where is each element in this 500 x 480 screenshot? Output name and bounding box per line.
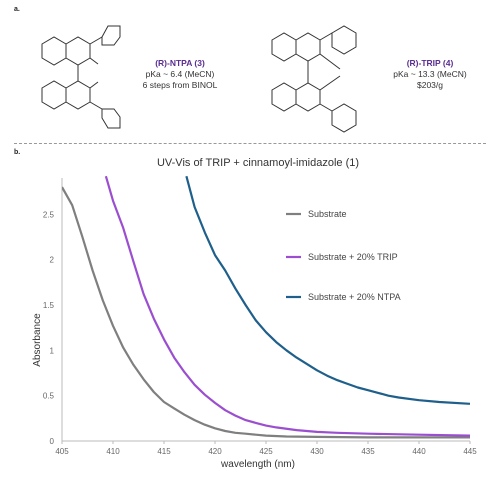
trip-name: (R)-TRIP (4) (406, 58, 454, 68)
chart-title: UV-Vis of TRIP + cinnamoyl-imidazole (1) (157, 157, 359, 169)
x-tick-label: 440 (412, 447, 426, 456)
x-tick-label: 405 (55, 447, 69, 456)
legend: Substrate Substrate + 20% TRIP Substrate +… (286, 209, 401, 302)
x-tick-label: 435 (361, 447, 375, 456)
series-line-3 (185, 175, 470, 405)
trip-pka: pKa ~ 13.3 (MeCN) (393, 69, 467, 79)
series-line-1 (62, 186, 470, 439)
x-tick-label: 430 (310, 447, 324, 456)
y-tick-label: 0.5 (43, 392, 55, 401)
ntpa-structure-drawing (41, 25, 121, 129)
ntpa-steps: 6 steps from BINOL (142, 80, 218, 90)
plot-area: 405 410 415 420 425 430 435 440 445 0 0.5 1 1.5 2 2.5 (43, 175, 477, 456)
trip-info: (R)-TRIP (4) pKa ~ 13.3 (MeCN) $203/g (375, 58, 485, 91)
y-tick-label: 2.5 (43, 210, 55, 219)
y-tick-label: 2 (50, 256, 55, 265)
x-tick-label: 415 (157, 447, 171, 456)
y-axis-label: Absorbance (32, 313, 43, 367)
trip-price: $203/g (417, 80, 443, 90)
x-tick-label: 410 (106, 447, 120, 456)
ntpa-name: (R)-NTPA (3) (155, 58, 205, 68)
uv-vis-chart: UV-Vis of TRIP + cinnamoyl-imidazole (1)… (32, 157, 477, 470)
y-tick-label: 1 (50, 346, 55, 355)
section-divider (14, 143, 486, 144)
x-tick-label: 445 (463, 447, 477, 456)
legend-label-1: Substrate (308, 209, 347, 219)
ntpa-pka: pKa ~ 6.4 (MeCN) (145, 69, 215, 79)
panel-b-label: b. (14, 149, 21, 156)
legend-label-3: Substrate + 20% NTPA (308, 292, 401, 302)
x-axis-label: wavelength (nm) (220, 459, 295, 470)
x-tick-label: 420 (208, 447, 222, 456)
legend-label-2: Substrate + 20% TRIP (308, 252, 398, 262)
y-tick-label: 0 (50, 437, 55, 446)
y-tick-label: 1.5 (43, 301, 55, 310)
trip-structure-drawing (271, 25, 357, 133)
series-line-2 (104, 175, 470, 437)
ntpa-info: (R)-NTPA (3) pKa ~ 6.4 (MeCN) 6 steps fr… (120, 58, 240, 91)
x-tick-label: 425 (259, 447, 273, 456)
panel-a-label: a. (14, 6, 20, 13)
